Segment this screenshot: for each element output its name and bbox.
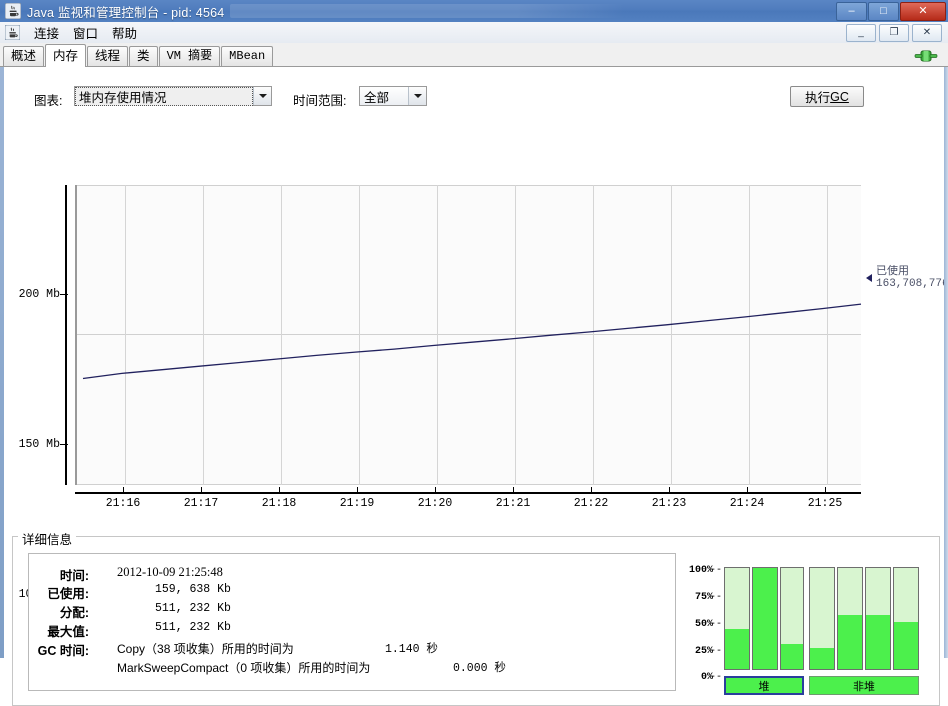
gridline-100: [77, 484, 861, 485]
detail-row-gc-copy: GC 时间: Copy（38 项收集）所用的时间为 1.140 秒: [29, 640, 675, 658]
time-range-value: 全部: [364, 90, 390, 105]
mdi-window-controls: _ ❐ ✕: [846, 24, 942, 42]
detail-amount-gc-copy: 1.140 秒: [385, 643, 438, 656]
tab-memory[interactable]: 内存: [45, 44, 87, 67]
detail-value-gc-copy: Copy（38 项收集）所用的时间为: [117, 642, 294, 656]
mdi-minimize-button[interactable]: _: [846, 24, 876, 42]
window-right-edge: [944, 67, 948, 658]
x-tick-label-4: 21:20: [417, 497, 453, 510]
memory-chart: 200 Mb 150 Mb 100 Mb: [4, 177, 948, 601]
window-controls: – □ ✕: [836, 2, 946, 21]
chart-legend: 已使用 163,708,776: [866, 265, 948, 290]
legend-series-value: 163,708,776: [876, 278, 948, 290]
gridline-150: [77, 334, 861, 335]
tab-vm-summary[interactable]: VM 摘要: [158, 46, 221, 66]
x-tick-label-5: 21:21: [495, 497, 531, 510]
x-tick-label-2: 21:18: [261, 497, 297, 510]
menu-item-help[interactable]: 帮助: [112, 27, 138, 41]
group-button-nonheap[interactable]: 非堆: [809, 676, 919, 695]
memory-pool-bar-chart: 100% 75% 50% 25% 0% -- -- -- -- --: [679, 552, 941, 700]
details-section-title: 详细信息: [18, 529, 77, 548]
detail-key-gc-time: GC 时间:: [37, 644, 89, 658]
detail-value-used: 159, 638 Kb: [155, 583, 231, 596]
detail-value-max: 511, 232 Kb: [155, 621, 231, 634]
mini-y-label-75: 75%: [694, 592, 713, 603]
pool-bar-heap-1[interactable]: [752, 567, 778, 670]
x-tick-label-7: 21:23: [651, 497, 687, 510]
mini-y-label-100: 100%: [688, 565, 713, 576]
chart-controls: 图表: 堆内存使用情况 时间范围: 全部 执行 GC: [4, 77, 944, 108]
pool-bar-nonheap-3[interactable]: [893, 567, 919, 670]
detail-row-max: 最大值: 511, 232 Kb: [29, 621, 675, 639]
pool-bar-nonheap-0[interactable]: [809, 567, 835, 670]
mini-y-label-50: 50%: [694, 619, 713, 630]
detail-key-max: 最大值:: [47, 625, 89, 639]
window-title-bar: Java 监视和管理控制台 - pid: 4564 – □ ✕: [0, 0, 948, 23]
memory-panel: 图表: 堆内存使用情况 时间范围: 全部 执行 GC 200 Mb 150 Mb…: [0, 67, 948, 706]
y-tick-label-200: 200 Mb: [18, 288, 60, 301]
pool-bar-heap-0[interactable]: [724, 567, 750, 670]
x-tick-label-1: 21:17: [183, 497, 219, 510]
detail-amount-gc-msc: 0.000 秒: [453, 662, 506, 675]
x-tick-label-6: 21:22: [573, 497, 609, 510]
x-axis: [75, 492, 861, 494]
mdi-close-button[interactable]: ✕: [912, 24, 942, 42]
y-tick-label-150: 150 Mb: [18, 438, 60, 451]
mdi-restore-button[interactable]: ❐: [879, 24, 909, 42]
details-content: 时间: 2012-10-09 21:25:48 已使用: 159, 638 Kb…: [28, 553, 676, 691]
tab-threads[interactable]: 线程: [87, 46, 129, 66]
chart-select-value: 堆内存使用情况: [75, 86, 253, 106]
detail-row-committed: 分配: 511, 232 Kb: [29, 602, 675, 620]
menu-item-window[interactable]: 窗口: [73, 27, 99, 41]
tab-classes[interactable]: 类: [129, 46, 158, 66]
pool-bar-heap-2[interactable]: [780, 567, 804, 670]
detail-key-committed: 分配:: [59, 606, 89, 620]
tab-bar: 概述 内存 线程 类 VM 摘要 MBean: [0, 43, 948, 67]
detail-row-time: 时间: 2012-10-09 21:25:48: [29, 565, 675, 583]
menu-item-connect[interactable]: 连接: [34, 27, 60, 41]
group-button-heap[interactable]: 堆: [724, 676, 804, 695]
pool-bar-nonheap-2[interactable]: [865, 567, 891, 670]
java-cup-icon-menubar: [4, 24, 21, 41]
menu-bar: 连接 窗口 帮助 _ ❐ ✕: [0, 22, 948, 44]
pool-bar-nonheap-1[interactable]: [837, 567, 863, 670]
detail-key-time: 时间:: [59, 569, 89, 583]
x-tick-label-3: 21:19: [339, 497, 375, 510]
detail-row-used: 已使用: 159, 638 Kb: [29, 583, 675, 601]
plug-connected-icon: [914, 48, 938, 64]
detail-row-gc-msc: MarkSweepCompact（0 项收集）所用的时间为 0.000 秒: [29, 659, 675, 677]
used-memory-line: [82, 303, 862, 380]
window-title: Java 监视和管理控制台 - pid: 4564: [27, 5, 225, 20]
detail-value-gc-msc: MarkSweepCompact（0 项收集）所用的时间为: [117, 661, 371, 675]
legend-series-name: 已使用: [876, 265, 909, 277]
java-cup-icon: [4, 2, 22, 20]
x-tick-label-0: 21:16: [105, 497, 141, 510]
chevron-down-icon[interactable]: [253, 87, 271, 105]
perform-gc-button[interactable]: 执行 GC: [790, 86, 864, 107]
detail-value-committed: 511, 232 Kb: [155, 602, 231, 615]
window-close-button[interactable]: ✕: [900, 2, 946, 21]
detail-key-used: 已使用:: [47, 587, 89, 601]
x-tick-label-8: 21:24: [729, 497, 765, 510]
mini-y-label-25: 25%: [694, 646, 713, 657]
chart-plot-area[interactable]: [75, 185, 862, 485]
range-label: 时间范围:: [293, 94, 347, 108]
perform-gc-prefix: 执行: [805, 91, 831, 105]
y-axis: [65, 185, 67, 485]
x-tick-label-9: 21:25: [807, 497, 843, 510]
time-range-select[interactable]: 全部: [359, 86, 427, 106]
tab-overview[interactable]: 概述: [3, 46, 45, 66]
legend-marker-icon: [866, 274, 872, 282]
detail-value-time: 2012-10-09 21:25:48: [117, 565, 223, 579]
perform-gc-mnemonic: GC: [830, 89, 849, 104]
title-bar-glow: [230, 4, 948, 18]
chart-select[interactable]: 堆内存使用情况: [74, 86, 272, 106]
chart-label: 图表:: [34, 94, 63, 108]
tab-mbean[interactable]: MBean: [221, 46, 274, 66]
window-minimize-button[interactable]: –: [836, 2, 867, 21]
chevron-down-icon-range[interactable]: [408, 87, 426, 105]
window-maximize-button[interactable]: □: [868, 2, 899, 21]
